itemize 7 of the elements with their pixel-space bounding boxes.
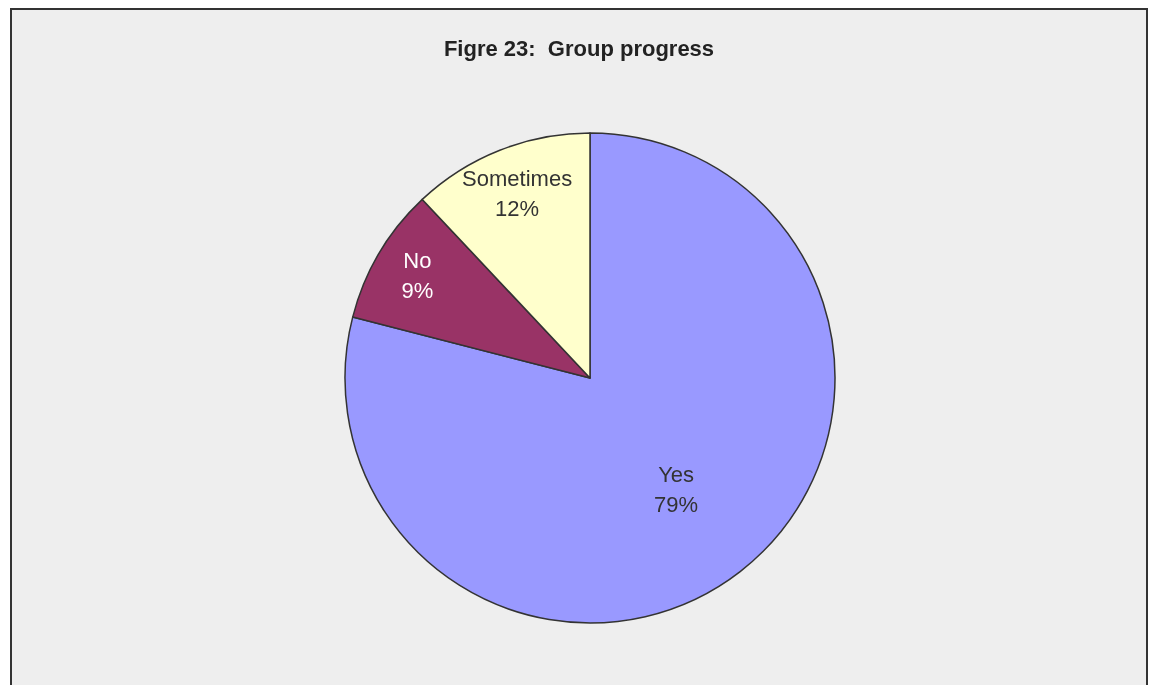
slice-label: No: [403, 248, 432, 274]
slice-label: Yes: [658, 461, 695, 487]
data-label: 79%: [654, 491, 699, 517]
chart-title: Figre 23: Group progress: [443, 35, 715, 61]
slice-label: Sometimes: [462, 166, 573, 192]
data-label: 9%: [401, 278, 434, 304]
data-label: 12%: [495, 196, 540, 222]
